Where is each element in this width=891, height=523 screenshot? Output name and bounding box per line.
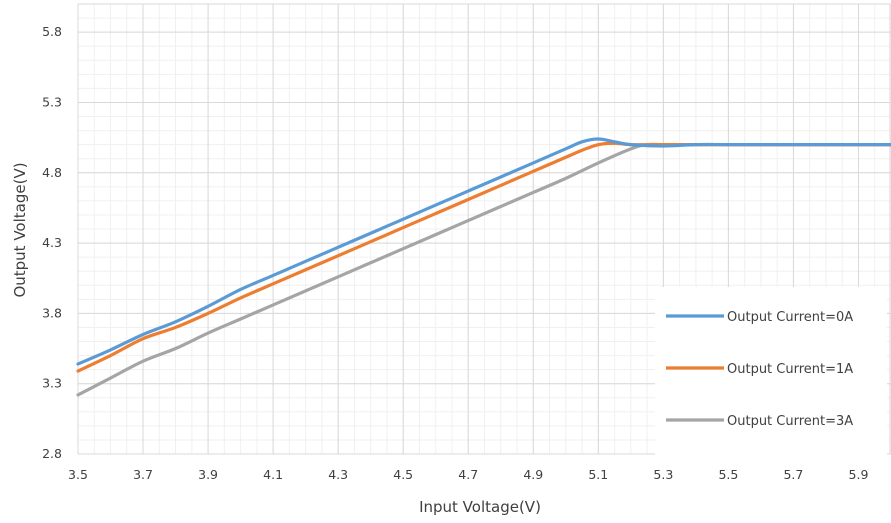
x-tick-label: 5.9 <box>849 467 869 482</box>
x-tick-label: 4.9 <box>523 467 543 482</box>
y-axis-title: Output Voltage(V) <box>11 162 29 297</box>
x-axis-title: Input Voltage(V) <box>419 498 541 516</box>
legend-label: Output Current=0A <box>727 310 853 325</box>
y-tick-label: 4.8 <box>42 165 62 180</box>
x-tick-label: 4.1 <box>263 467 283 482</box>
x-tick-label: 5.1 <box>588 467 608 482</box>
series-line-0 <box>76 137 891 366</box>
x-tick-label: 4.3 <box>328 467 348 482</box>
plot-area-border <box>77 3 891 455</box>
y-tick-label: 3.3 <box>42 376 62 391</box>
major-gridlines <box>77 4 891 455</box>
x-tick-label: 4.7 <box>458 467 478 482</box>
y-tick-label: 4.3 <box>42 235 62 250</box>
x-tick-label: 3.7 <box>133 467 153 482</box>
x-axis-tick-labels: 3.5 3.7 3.9 4.1 4.3 4.5 4.7 4.9 5.1 5.3 5.5 5.7 5.9 <box>68 467 868 482</box>
y-tick-label: 5.8 <box>42 24 62 39</box>
y-axis-tick-labels: 2.8 3.3 3.8 4.3 4.8 5.3 5.8 <box>42 24 62 461</box>
y-tick-label: 5.3 <box>42 94 62 109</box>
x-tick-label: 5.7 <box>783 467 803 482</box>
legend-label: Output Current=1A <box>727 362 853 377</box>
x-tick-label: 5.3 <box>653 467 673 482</box>
y-tick-label: 2.8 <box>42 446 62 461</box>
x-tick-label: 5.5 <box>718 467 738 482</box>
y-tick-label: 3.8 <box>42 305 62 320</box>
x-tick-label: 3.5 <box>68 467 88 482</box>
x-tick-label: 3.9 <box>198 467 218 482</box>
legend: Output Current=0A Output Current=1A Output… <box>655 287 887 470</box>
x-tick-label: 4.5 <box>393 467 413 482</box>
legend-label: Output Current=3A <box>727 414 853 429</box>
series-lines <box>76 137 891 397</box>
